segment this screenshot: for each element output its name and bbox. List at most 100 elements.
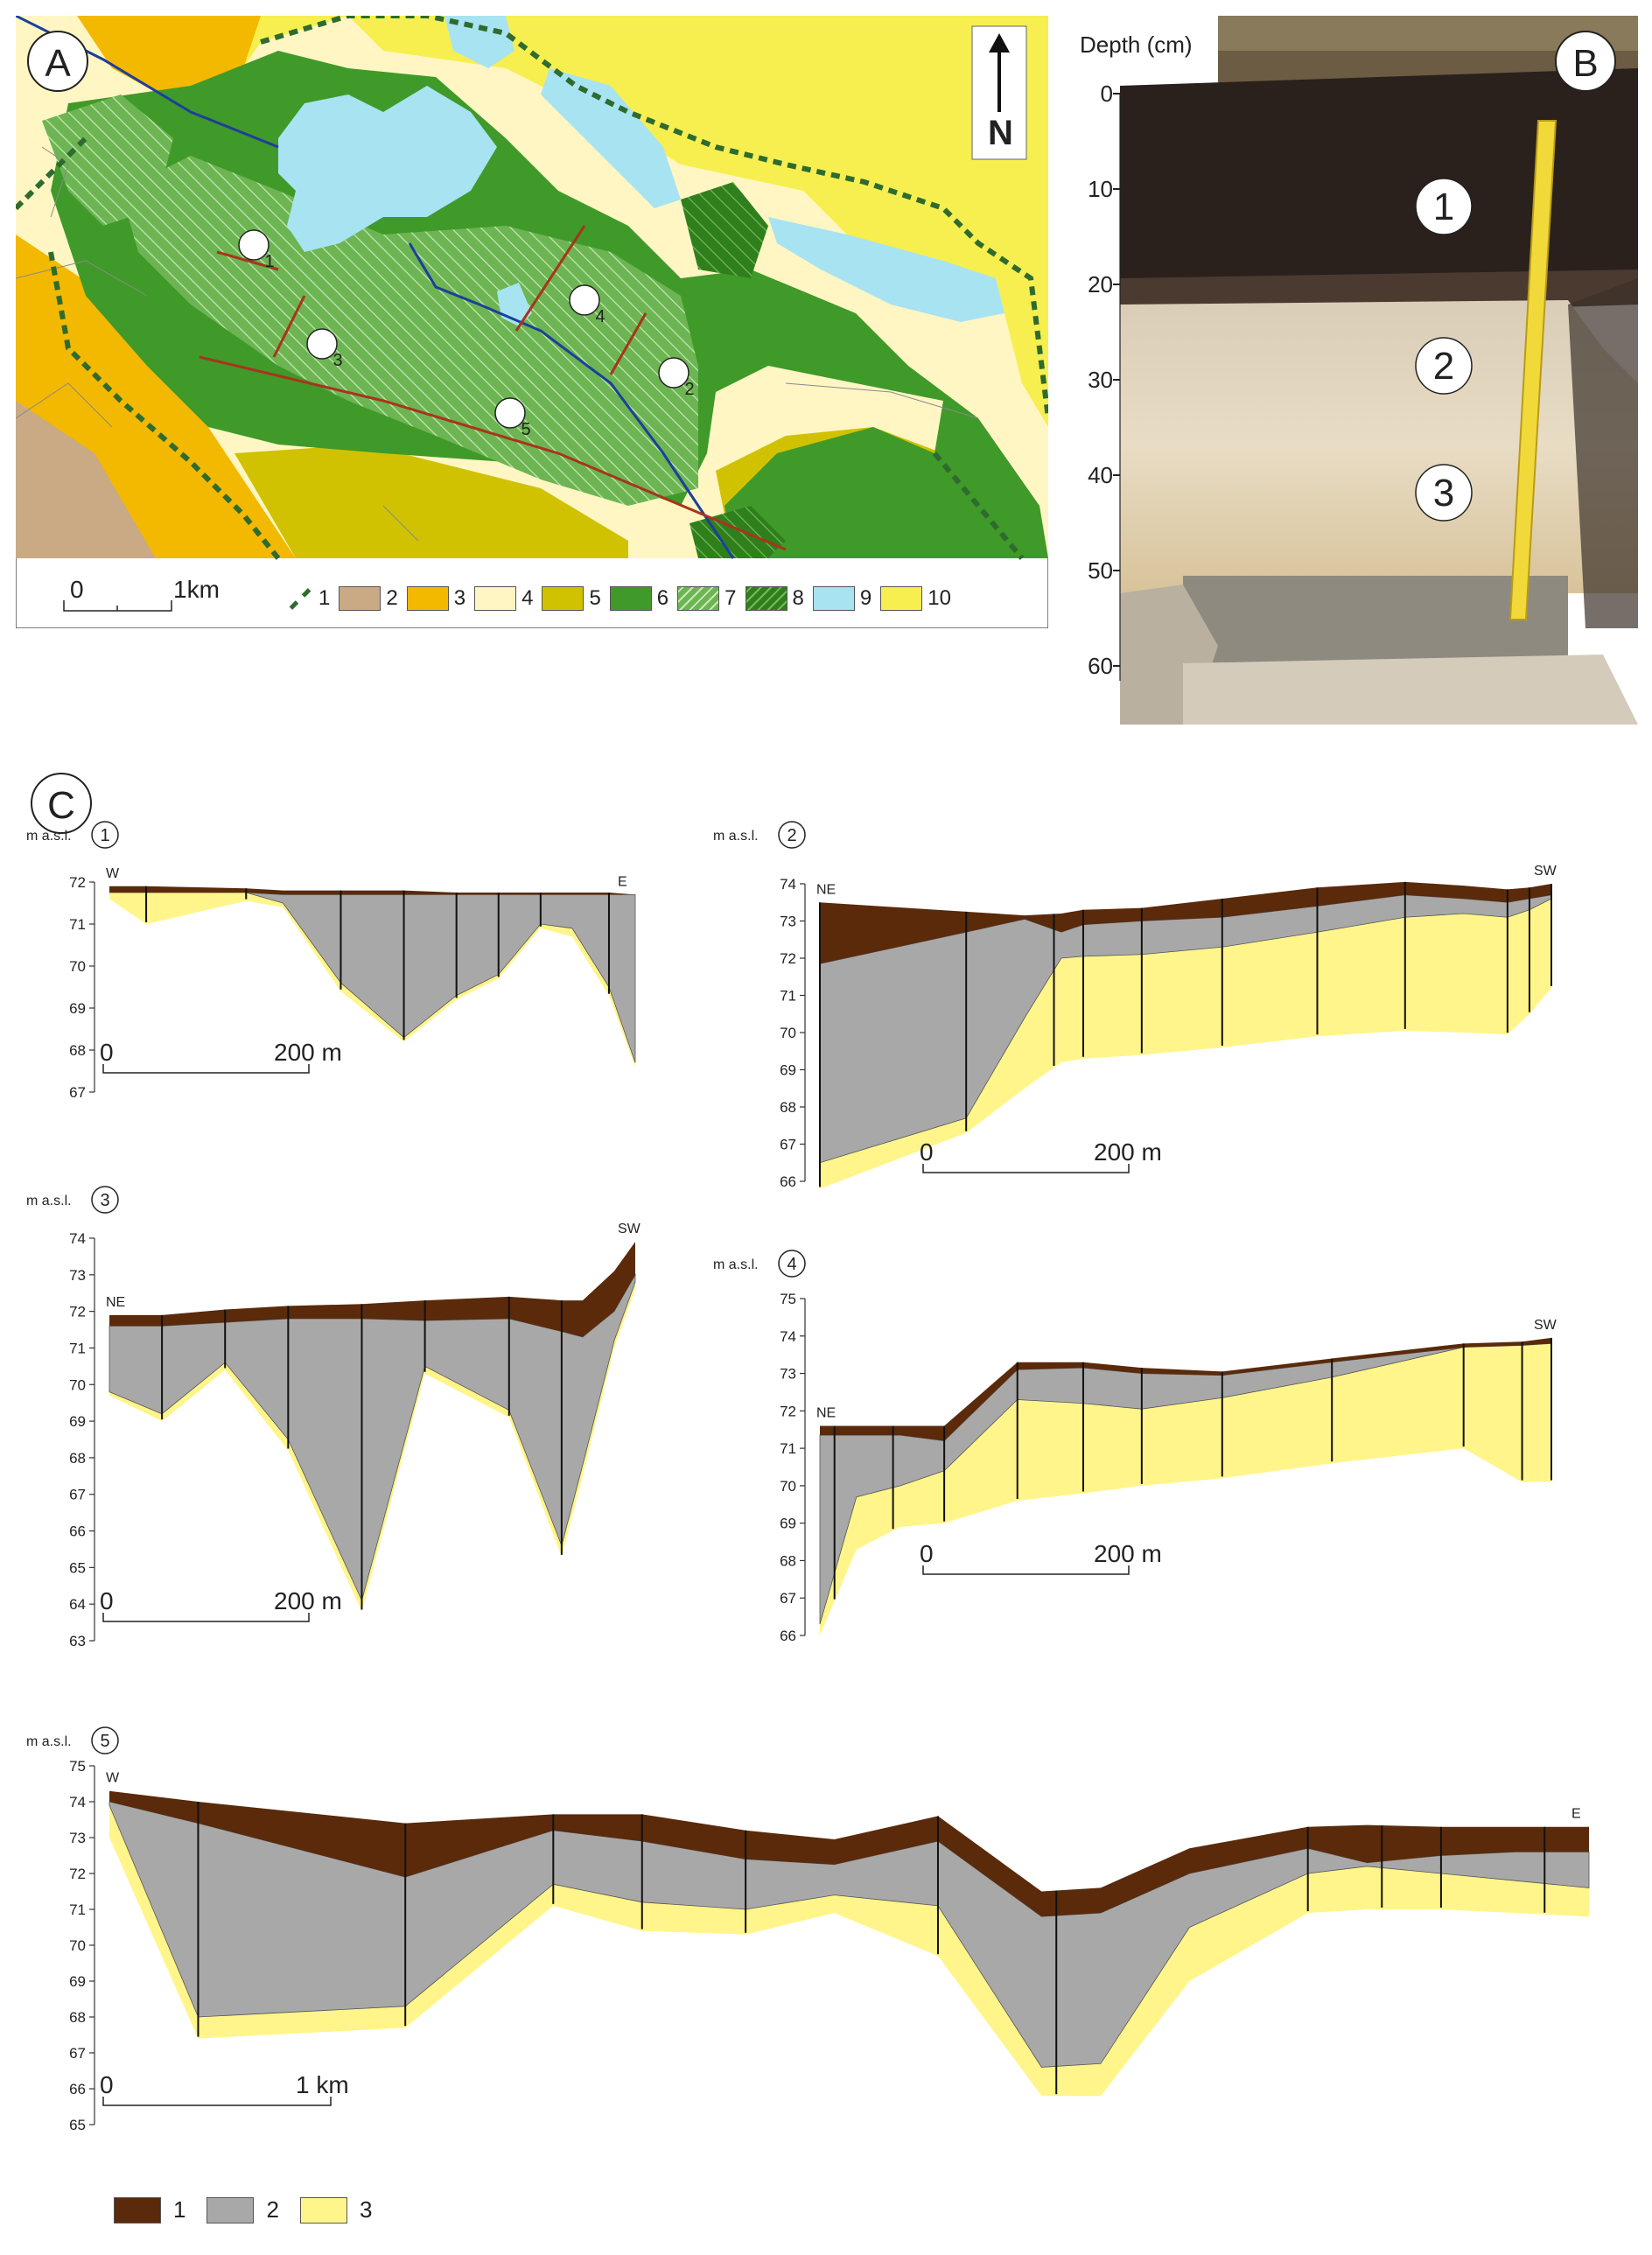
depth-tick-label: 50 (1088, 557, 1113, 584)
profile-number-circle (778, 1250, 806, 1278)
gyttja-layer (819, 1342, 1552, 1625)
y-tick-label: 71 (780, 1440, 796, 1457)
section-legend-label: 2 (266, 2196, 279, 2223)
cross-section-charts: 72 71 70 69 68 67 m a.s.l. 1 W E 0 200 m 74 73 72 71 70 6… (26, 821, 1590, 2133)
y-tick-label: 71 (69, 1901, 86, 1918)
y-tick-label: 72 (69, 874, 86, 891)
depth-tick-mark (1113, 379, 1120, 381)
map-legend-swatch (339, 586, 382, 611)
direction-left: NE (816, 1405, 836, 1420)
y-tick-label: 66 (69, 2081, 86, 2097)
profile-marker-4: 4 (595, 307, 606, 326)
profile-marker-3: 3 (332, 351, 343, 370)
map-legend-label: 2 (386, 586, 398, 610)
sand-layer (820, 1343, 1551, 1635)
y-tick-label: 73 (780, 914, 796, 930)
y-tick-label: 70 (780, 1478, 796, 1495)
profile-number: 2 (787, 826, 796, 845)
sand-layer (820, 899, 1551, 1189)
map-legend-swatch (677, 586, 720, 611)
map-legend-item: 8 (745, 586, 804, 611)
sand-layer (109, 893, 635, 1068)
map-scale-end: 1km (173, 576, 220, 603)
y-tick-label: 74 (780, 876, 796, 893)
map-legend-item: 5 (542, 586, 601, 611)
depth-tick-label: 60 (1088, 653, 1113, 679)
panel-b-label: B (1572, 42, 1599, 85)
scale-bar (102, 2097, 332, 2106)
profile-number: 3 (100, 1191, 109, 1210)
y-tick-label: 71 (69, 1340, 86, 1356)
map-figure (13, 13, 1051, 629)
map-legend-item: 1 (287, 586, 330, 611)
gyttja-layer (108, 1801, 1590, 2068)
y-tick-label: 69 (69, 1413, 86, 1430)
y-tick-label: 67 (780, 1137, 796, 1153)
map-legend-item: 9 (812, 586, 872, 611)
y-unit-label: m a.s.l. (26, 1194, 72, 1208)
map-legend-swatch (745, 586, 788, 611)
y-tick-label: 75 (780, 1291, 796, 1307)
y-tick-label: 67 (69, 1084, 86, 1101)
y-tick-label: 64 (69, 1596, 86, 1613)
depth-tick-label: 20 (1088, 271, 1113, 298)
direction-right: SW (1534, 864, 1558, 879)
y-tick-label: 74 (69, 1794, 86, 1810)
scale-bar (922, 1565, 1130, 1575)
y-tick-label: 70 (780, 1025, 796, 1041)
scale-end-label: 200 m (1094, 1138, 1162, 1166)
depth-axis-title: Depth (cm) (1080, 32, 1193, 58)
panel-a-map: A N 1 2 3 4 5 0 1km 1 2 3 4 5 6 7 8 9 10 (13, 13, 1051, 629)
depth-tick-mark (1113, 665, 1120, 667)
y-tick-label: 74 (69, 1230, 86, 1247)
depth-tick-label: 40 (1088, 462, 1113, 488)
y-tick-label: 71 (69, 916, 86, 933)
layer-marker-3: 3 (1432, 472, 1455, 515)
panel-a-label: A (45, 42, 71, 85)
section-legend: 1 2 3 (114, 2196, 381, 2223)
scale-end-label: 200 m (274, 1587, 342, 1614)
scale-start-label: 0 (920, 1540, 934, 1567)
profile-number-circle (91, 1186, 119, 1214)
depth-tick-label: 10 (1088, 176, 1113, 202)
y-tick-label: 70 (69, 1937, 86, 1954)
y-tick-label: 69 (780, 1062, 796, 1079)
depth-tick-label: 30 (1088, 367, 1113, 393)
map-legend-item: 6 (609, 586, 668, 611)
y-tick-label: 68 (780, 1552, 796, 1569)
map-legend-swatch (880, 586, 923, 611)
scale-start-label: 0 (100, 2071, 114, 2098)
map-legend-label: 10 (928, 586, 951, 610)
profile-number-circle (778, 821, 806, 849)
map-legend-item: 3 (406, 586, 466, 611)
gyttja-layer (109, 892, 636, 1063)
map-legend-label: 1 (318, 586, 331, 610)
y-tick-label: 74 (780, 1328, 796, 1345)
profile-number: 4 (787, 1255, 796, 1274)
section-legend-swatch (114, 2196, 161, 2223)
y-tick-label: 69 (780, 1516, 796, 1532)
panel-c-label: C (47, 784, 75, 827)
profile-marker-1: 1 (264, 252, 275, 271)
profile-marker-2: 2 (684, 380, 695, 399)
y-tick-label: 71 (780, 988, 796, 1005)
y-tick-label: 67 (69, 2045, 86, 2062)
cross-section-profile-4: 75 74 73 72 71 70 69 68 67 66 m a.s.l. 4 NE SW 0 200 m (713, 1250, 1558, 1644)
section-legend-label: 3 (359, 2196, 373, 2223)
y-tick-label: 73 (780, 1366, 796, 1383)
y-tick-label: 73 (69, 1830, 86, 1846)
scale-bar (102, 1613, 310, 1622)
panel-c-circle (31, 773, 92, 834)
panel-c-cross-sections: C 72 71 70 69 68 67 m a.s.l. 1 W E 0 200 m 74 73 72 71 7… (0, 753, 1652, 2240)
depth-tick-mark (1113, 188, 1120, 190)
y-tick-label: 66 (780, 1628, 796, 1644)
direction-left: W (106, 866, 120, 881)
y-tick-label: 67 (69, 1487, 86, 1503)
profile-number: 5 (100, 1732, 109, 1751)
scale-start-label: 0 (100, 1587, 114, 1614)
map-legend-swatch (609, 586, 652, 611)
y-tick-label: 63 (69, 1633, 86, 1649)
map-legend-label: 7 (724, 586, 737, 610)
y-tick-label: 68 (69, 1042, 86, 1059)
y-tick-label: 70 (69, 1376, 86, 1393)
